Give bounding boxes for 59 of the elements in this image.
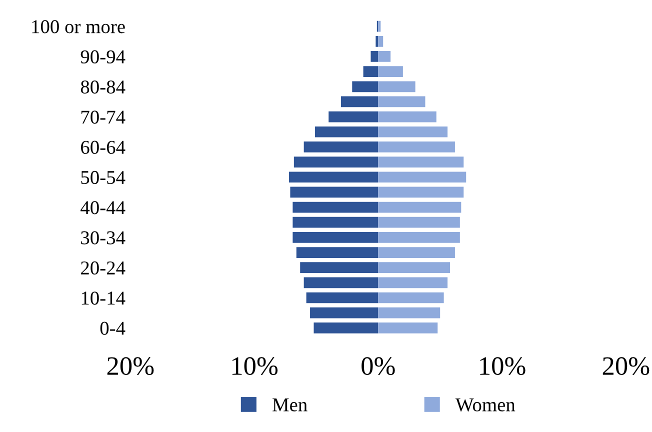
x-tick-label: 0% [362, 357, 395, 376]
bar [294, 156, 378, 168]
y-tick-label: 50-54 [81, 170, 126, 184]
bar [363, 66, 378, 77]
x-tick-label: 10% [232, 357, 278, 376]
x-tick-label: 20% [602, 357, 650, 376]
y-tick-label: 80-84 [80, 80, 126, 94]
bar [304, 142, 378, 152]
bar [378, 232, 460, 243]
bar [378, 20, 381, 32]
bar [292, 202, 378, 213]
y-tick-label: 60-64 [81, 140, 126, 154]
bar [378, 66, 403, 77]
bar [292, 232, 378, 243]
bar [378, 202, 462, 213]
bar [376, 36, 378, 47]
bar [378, 156, 464, 168]
bar [314, 322, 378, 334]
bar [378, 262, 450, 274]
bar [378, 111, 436, 122]
bar [288, 172, 378, 183]
bar [378, 292, 444, 304]
bar [306, 292, 378, 304]
bar [378, 186, 464, 198]
bar [370, 51, 378, 62]
y-tick-label: 100 or more [32, 20, 125, 34]
bar [292, 216, 378, 228]
bar [378, 96, 426, 108]
bar [378, 172, 466, 183]
bar [378, 51, 391, 62]
bar [378, 322, 438, 334]
bar [378, 247, 455, 258]
bar [378, 216, 460, 228]
y-tick-label: 10-14 [82, 292, 126, 305]
bar [378, 277, 448, 288]
bar [296, 247, 378, 258]
y-tick-label: 90-94 [80, 50, 126, 64]
y-tick-label: 40-44 [80, 201, 126, 214]
y-tick-label: 20-24 [81, 261, 126, 275]
bar [328, 111, 378, 122]
legend-label: Women [455, 398, 516, 412]
bar [340, 96, 378, 108]
bar [300, 262, 378, 274]
bar [314, 126, 378, 138]
y-tick-label: 0-4 [100, 322, 126, 335]
bar [378, 81, 416, 92]
bar [290, 186, 378, 198]
x-tick-label: 20% [107, 357, 154, 376]
bar [310, 307, 378, 318]
bar [378, 307, 440, 318]
bar [378, 126, 448, 138]
bar [378, 36, 384, 47]
bar [304, 277, 378, 288]
x-tick-label: 10% [480, 357, 526, 376]
legend-label: Men [272, 398, 308, 412]
y-tick-label: 30-34 [81, 231, 126, 244]
bar [352, 81, 378, 92]
y-tick-label: 70-74 [81, 110, 126, 124]
bar [378, 142, 455, 152]
